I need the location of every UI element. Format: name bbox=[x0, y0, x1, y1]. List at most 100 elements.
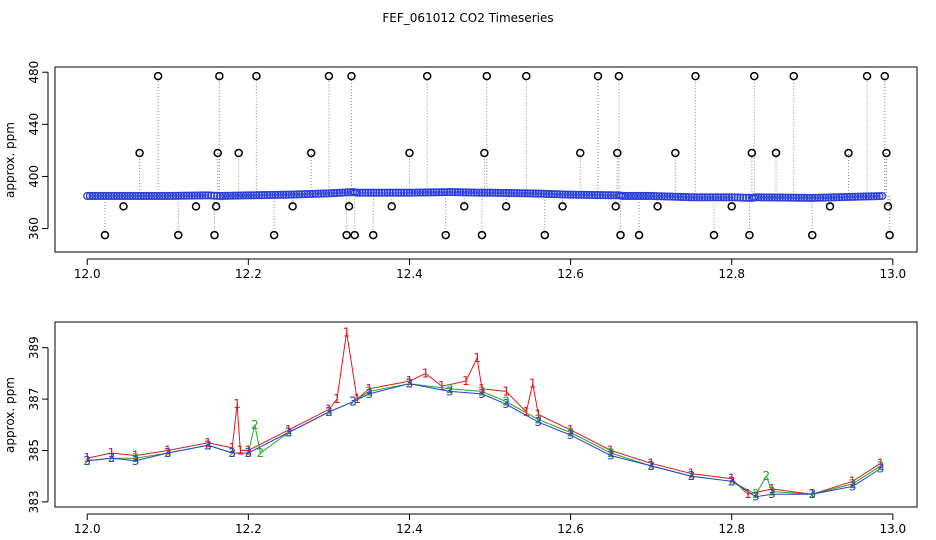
series-marker-2: 2 bbox=[446, 382, 454, 396]
baseline-point bbox=[550, 190, 559, 199]
outlier-point bbox=[522, 71, 531, 81]
baseline-point bbox=[166, 191, 175, 200]
baseline-point bbox=[499, 188, 508, 197]
baseline-point bbox=[843, 192, 852, 202]
baseline-point bbox=[818, 193, 828, 202]
baseline-point bbox=[483, 188, 492, 197]
baseline-point bbox=[112, 191, 121, 201]
baseline-point bbox=[241, 191, 250, 200]
baseline-point bbox=[163, 191, 172, 201]
baseline-point bbox=[534, 189, 543, 198]
baseline-point bbox=[353, 188, 362, 197]
baseline-point bbox=[827, 193, 836, 202]
series-marker-2: 2 bbox=[647, 459, 655, 473]
baseline-point bbox=[195, 191, 205, 200]
baseline-point bbox=[676, 192, 685, 201]
baseline-point bbox=[289, 190, 299, 199]
baseline-point bbox=[624, 191, 633, 201]
chart-title: FEF_061012 CO2 Timeseries bbox=[382, 11, 553, 25]
series-marker-2: 2 bbox=[132, 451, 140, 465]
baseline-point bbox=[797, 193, 806, 202]
baseline-point bbox=[558, 190, 567, 199]
baseline-point bbox=[864, 192, 873, 201]
baseline-point bbox=[784, 193, 793, 202]
series-marker-3: 3 bbox=[325, 405, 333, 419]
baseline-point bbox=[361, 188, 370, 197]
baseline-point bbox=[298, 190, 307, 199]
baseline-point bbox=[380, 188, 389, 197]
baseline-point bbox=[257, 191, 266, 200]
outlier-point bbox=[119, 202, 128, 211]
outlier-point bbox=[789, 71, 798, 81]
x-tick-label: 13.0 bbox=[879, 522, 906, 536]
baseline-point bbox=[832, 193, 841, 202]
baseline-point bbox=[722, 193, 731, 202]
series-marker-3: 3 bbox=[567, 428, 575, 442]
baseline-point bbox=[711, 193, 720, 202]
baseline-point bbox=[821, 193, 830, 202]
y-tick-label: 389 bbox=[27, 336, 41, 359]
outlier-point bbox=[745, 230, 754, 240]
baseline-point bbox=[340, 188, 350, 197]
baseline-point bbox=[437, 188, 446, 197]
y-tick-label: 360 bbox=[27, 217, 41, 240]
outlier-point bbox=[405, 148, 414, 158]
series-marker-2: 2 bbox=[108, 451, 116, 465]
x-tick-label: 12.0 bbox=[74, 522, 101, 536]
series-marker-3: 3 bbox=[607, 449, 615, 463]
plot-frame-full bbox=[54, 66, 918, 253]
baseline-point bbox=[144, 191, 154, 201]
baseline-point bbox=[120, 191, 129, 201]
baseline-point bbox=[424, 188, 433, 197]
baseline-point bbox=[582, 190, 591, 199]
baseline-point bbox=[207, 191, 216, 200]
baseline-point bbox=[281, 190, 290, 199]
baseline-point bbox=[588, 190, 597, 200]
series-marker-1: 1 bbox=[647, 456, 655, 470]
baseline-point bbox=[786, 193, 795, 202]
series-marker-3: 3 bbox=[365, 387, 373, 401]
series-marker-2: 2 bbox=[763, 469, 771, 483]
series-marker-3: 3 bbox=[502, 397, 510, 411]
baseline-point bbox=[631, 191, 640, 201]
series-marker-1: 1 bbox=[522, 405, 530, 419]
x-tick-label: 12.2 bbox=[235, 522, 262, 536]
series-marker-1: 1 bbox=[744, 487, 752, 501]
series-marker-3: 3 bbox=[535, 415, 543, 429]
baseline-point bbox=[96, 191, 105, 201]
series-marker-1: 1 bbox=[353, 392, 361, 406]
baseline-point bbox=[835, 193, 844, 202]
baseline-point bbox=[687, 193, 696, 202]
outlier-point bbox=[100, 230, 110, 240]
series-marker-1: 1 bbox=[325, 402, 333, 416]
baseline-point bbox=[730, 193, 739, 202]
series-marker-1: 1 bbox=[83, 451, 91, 465]
outlier-point bbox=[671, 148, 680, 158]
baseline-point bbox=[268, 190, 277, 199]
series-marker-2: 2 bbox=[502, 395, 510, 409]
series-marker-3: 3 bbox=[688, 469, 696, 483]
baseline-point bbox=[110, 191, 119, 201]
outlier-point bbox=[880, 71, 890, 81]
baseline-point bbox=[601, 191, 610, 200]
y-tick-label: 400 bbox=[27, 165, 41, 188]
baseline-point bbox=[496, 188, 505, 197]
baseline-point bbox=[179, 191, 188, 200]
baseline-point bbox=[655, 192, 664, 201]
baseline-point bbox=[152, 191, 162, 201]
series-marker-1: 1 bbox=[768, 482, 776, 496]
baseline-point bbox=[636, 191, 645, 201]
series-marker-2: 2 bbox=[245, 446, 253, 460]
outlier-point bbox=[288, 202, 297, 211]
baseline-point bbox=[714, 193, 723, 202]
baseline-point bbox=[553, 190, 562, 199]
baseline-point bbox=[708, 193, 717, 202]
outlier-point bbox=[653, 202, 662, 211]
x-tick-label: 12.8 bbox=[718, 267, 745, 281]
baseline-point bbox=[405, 188, 414, 197]
outlier-point bbox=[771, 148, 781, 158]
outlier-point bbox=[808, 230, 817, 240]
baseline-point bbox=[700, 193, 709, 202]
baseline-point bbox=[226, 191, 235, 200]
